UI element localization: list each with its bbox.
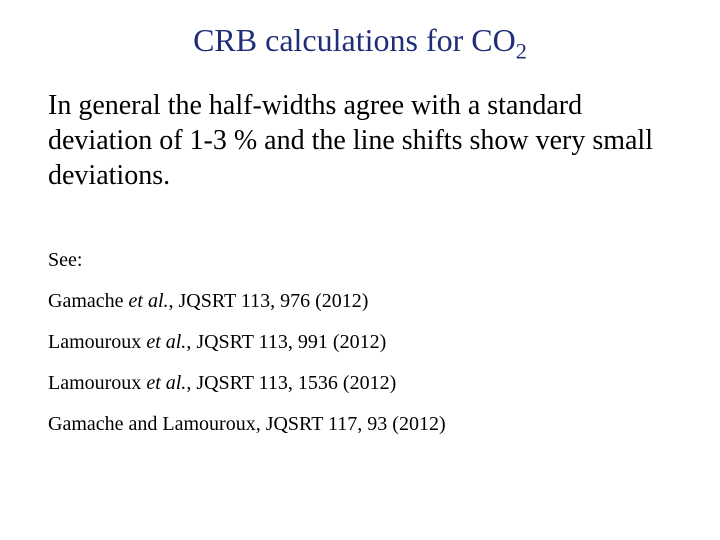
ref-authors: Gamache xyxy=(48,290,129,312)
body-paragraph: In general the half-widths agree with a … xyxy=(48,88,672,193)
ref-rest: , JQSRT 113, 1536 (2012) xyxy=(186,372,396,394)
title-text: CRB calculations for CO xyxy=(193,22,516,58)
reference-item: Lamouroux et al., JQSRT 113, 1536 (2012) xyxy=(48,372,672,395)
see-label: See: xyxy=(48,249,672,272)
reference-list: Gamache et al., JQSRT 113, 976 (2012) La… xyxy=(48,290,672,436)
ref-authors: Lamouroux xyxy=(48,331,146,353)
ref-authors: Lamouroux xyxy=(48,372,146,394)
ref-rest: , JQSRT 117, 93 (2012) xyxy=(256,413,446,435)
ref-rest: , JQSRT 113, 976 (2012) xyxy=(169,290,369,312)
slide-title: CRB calculations for CO2 xyxy=(48,22,672,64)
slide-container: CRB calculations for CO2 In general the … xyxy=(0,0,720,540)
ref-etal: et al. xyxy=(146,372,186,394)
ref-etal: et al. xyxy=(146,331,186,353)
reference-item: Lamouroux et al., JQSRT 113, 991 (2012) xyxy=(48,331,672,354)
title-subscript: 2 xyxy=(516,38,527,63)
reference-item: Gamache and Lamouroux, JQSRT 117, 93 (20… xyxy=(48,413,672,436)
ref-rest: , JQSRT 113, 991 (2012) xyxy=(186,331,386,353)
reference-item: Gamache et al., JQSRT 113, 976 (2012) xyxy=(48,290,672,313)
ref-etal: et al. xyxy=(129,290,169,312)
ref-authors: Gamache and Lamouroux xyxy=(48,413,256,435)
